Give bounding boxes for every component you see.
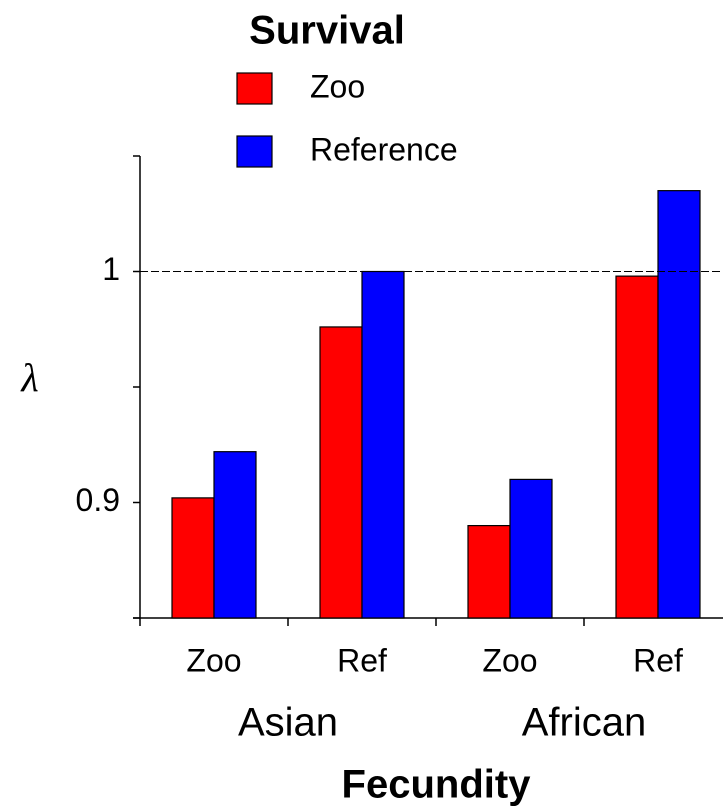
y-tick-label: 0.9 [76,482,120,518]
y-axis-title: λ [20,355,38,400]
bar [467,524,511,619]
legend-swatch [236,72,273,105]
bar [509,478,553,619]
x-axis-title: Fecundity [342,763,532,807]
bar [213,451,257,619]
bar [319,326,363,619]
bar [171,497,215,619]
x-tick-label: Zoo [482,642,537,678]
legend-title: Survival [249,9,405,53]
y-tick-label: 1 [102,251,120,287]
bar [615,275,659,619]
legend-swatch [236,135,273,168]
legend-label: Reference [310,131,458,167]
x-tick-label: Ref [633,642,683,678]
bar [657,190,701,619]
x-tick-label: Zoo [186,642,241,678]
group-label: African [522,701,647,745]
group-label: Asian [238,701,338,745]
bar [361,270,405,619]
legend-label: Zoo [310,68,365,104]
x-tick-label: Ref [337,642,387,678]
